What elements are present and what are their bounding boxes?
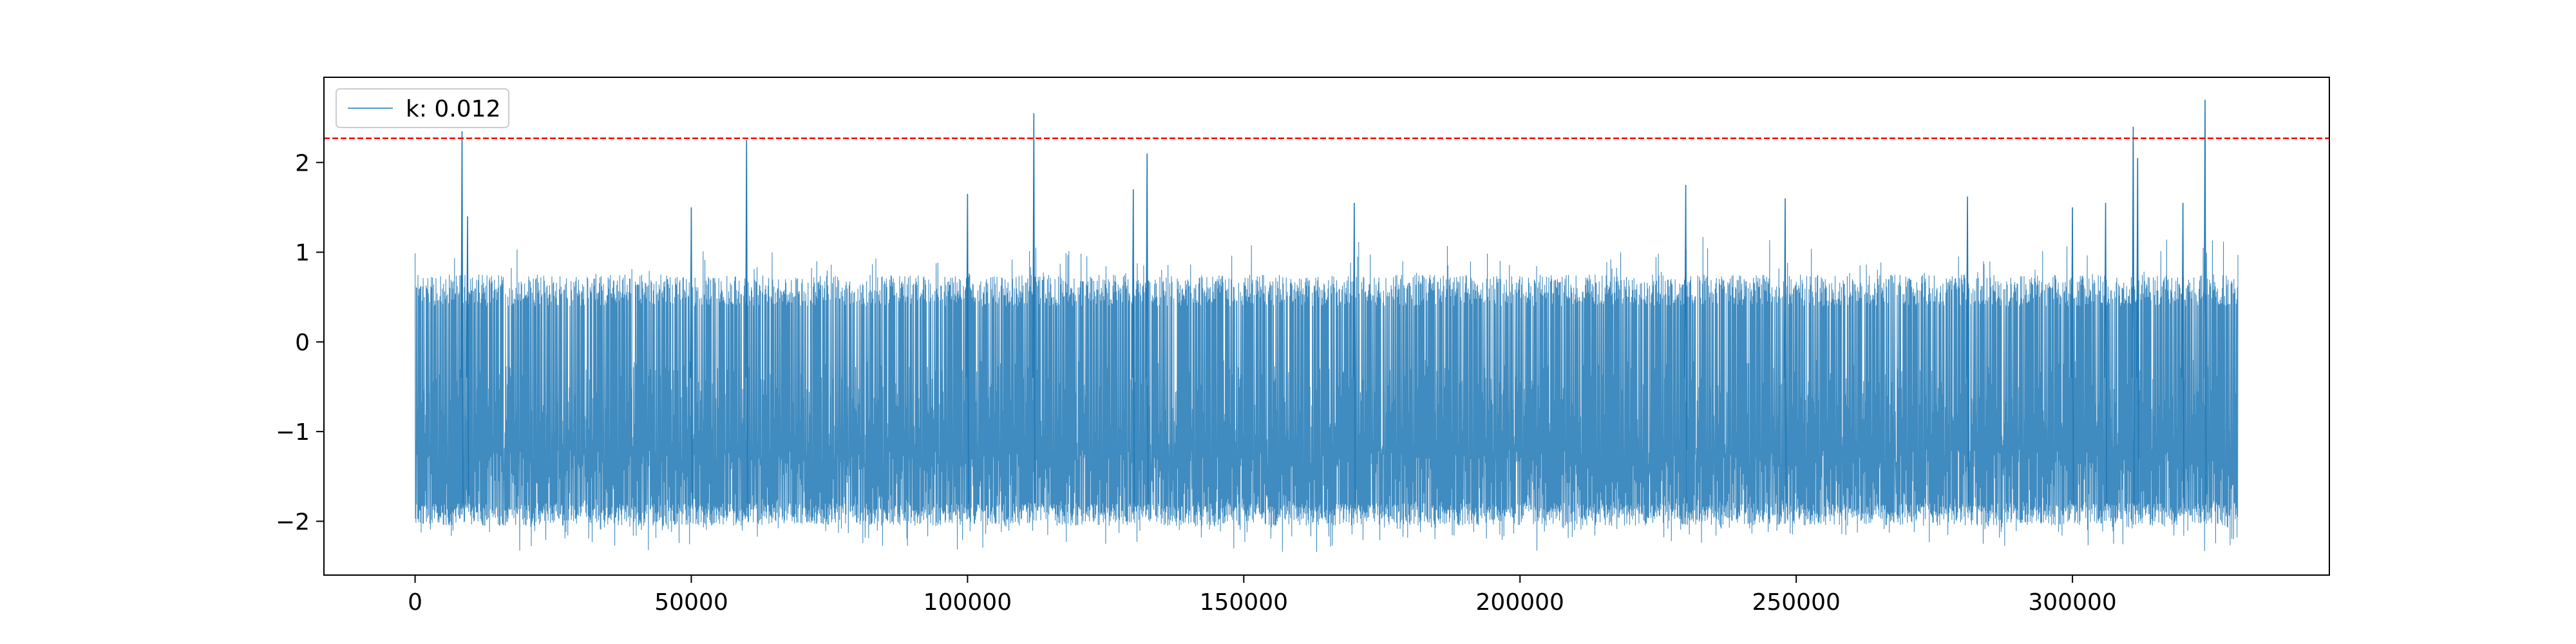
series-spike [2203,99,2207,504]
legend-box [336,88,509,128]
x-tick-label: 250000 [1752,589,1840,616]
x-tick-label: 0 [408,589,422,616]
y-tick-label: −1 [276,419,310,446]
y-tick-label: 0 [295,330,310,356]
series-spike [966,194,969,504]
y-tick-label: 2 [295,150,310,176]
series-spike [1352,202,1356,504]
x-tick-label: 100000 [923,589,1012,616]
legend: k: 0.012 [336,88,509,128]
series-spike [2070,207,2074,504]
series-spike [1684,185,1687,504]
x-tick-label: 300000 [2028,589,2116,616]
series-spike [460,131,464,504]
series-spike [1965,196,1969,504]
x-axis: 0 50000 100000 150000 200000 250000 300000 [408,575,2117,616]
x-tick-label: 200000 [1476,589,1564,616]
series-spike [1145,153,1149,504]
series-spike [744,140,748,504]
plot-frame [323,77,2330,576]
series-spike [690,207,693,504]
series-spike [1132,189,1135,504]
x-tick-label: 50000 [654,589,728,616]
y-axis: −2 −1 0 1 2 [276,150,324,535]
series-spike [466,216,469,504]
series-spike [1032,113,1036,504]
y-tick-label: 1 [295,240,310,267]
series-spike [2132,126,2135,504]
series-spike [2181,202,2184,504]
series-spike [2104,202,2107,504]
series-spike [1783,198,1787,504]
series-line [415,236,2239,552]
series-spike [2136,158,2139,504]
plot-area [323,77,2330,576]
legend-label: k: 0.012 [406,96,500,122]
y-tick-label: −2 [276,509,310,535]
x-tick-label: 150000 [1200,589,1288,616]
